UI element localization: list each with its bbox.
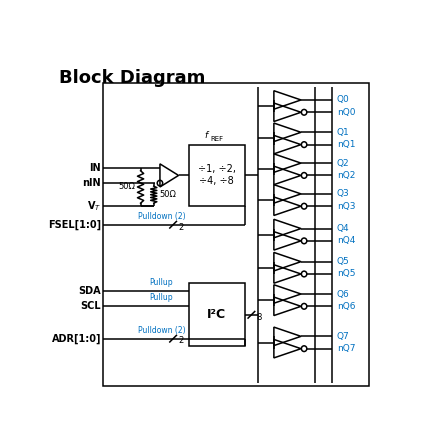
- Text: nQ2: nQ2: [337, 171, 355, 180]
- Text: 8: 8: [257, 313, 262, 322]
- Text: Pullup: Pullup: [150, 278, 173, 287]
- Text: V$_T$: V$_T$: [87, 199, 101, 213]
- Text: FSEL[1:0]: FSEL[1:0]: [48, 220, 101, 230]
- Text: nQ4: nQ4: [337, 237, 355, 246]
- Text: ÷1, ÷2,: ÷1, ÷2,: [198, 164, 235, 174]
- Text: ÷4, ÷8: ÷4, ÷8: [199, 176, 234, 186]
- Text: 50Ω: 50Ω: [159, 190, 176, 199]
- Text: Q4: Q4: [337, 224, 349, 233]
- Text: Pulldown (2): Pulldown (2): [138, 212, 185, 221]
- Text: Q6: Q6: [337, 289, 349, 298]
- Text: f: f: [204, 131, 207, 140]
- Text: nQ6: nQ6: [337, 302, 355, 311]
- Text: nQ0: nQ0: [337, 108, 355, 117]
- Text: I²C: I²C: [207, 308, 226, 321]
- Text: 2: 2: [179, 223, 184, 232]
- Text: Q0: Q0: [337, 95, 349, 104]
- Text: 2: 2: [179, 336, 184, 345]
- Bar: [103, 83, 369, 386]
- Text: Pulldown (2): Pulldown (2): [138, 326, 185, 335]
- Text: Q3: Q3: [337, 190, 349, 198]
- Text: Q5: Q5: [337, 257, 349, 266]
- Text: SCL: SCL: [81, 302, 101, 311]
- Text: nQ3: nQ3: [337, 202, 355, 211]
- Text: Pullup: Pullup: [150, 293, 173, 302]
- Bar: [189, 145, 245, 206]
- Text: nQ5: nQ5: [337, 270, 355, 279]
- Text: Q1: Q1: [337, 128, 349, 137]
- Text: nQ7: nQ7: [337, 344, 355, 353]
- Text: REF: REF: [210, 136, 223, 142]
- Text: IN: IN: [89, 163, 101, 173]
- Text: Block Diagram: Block Diagram: [59, 69, 206, 87]
- Text: 50Ω: 50Ω: [118, 182, 135, 191]
- Text: nIN: nIN: [82, 178, 101, 188]
- Bar: [189, 283, 245, 346]
- Text: Q2: Q2: [337, 159, 349, 168]
- Text: nQ1: nQ1: [337, 140, 355, 149]
- Text: SDA: SDA: [78, 286, 101, 296]
- Text: ADR[1:0]: ADR[1:0]: [52, 333, 101, 344]
- Text: Q7: Q7: [337, 332, 349, 341]
